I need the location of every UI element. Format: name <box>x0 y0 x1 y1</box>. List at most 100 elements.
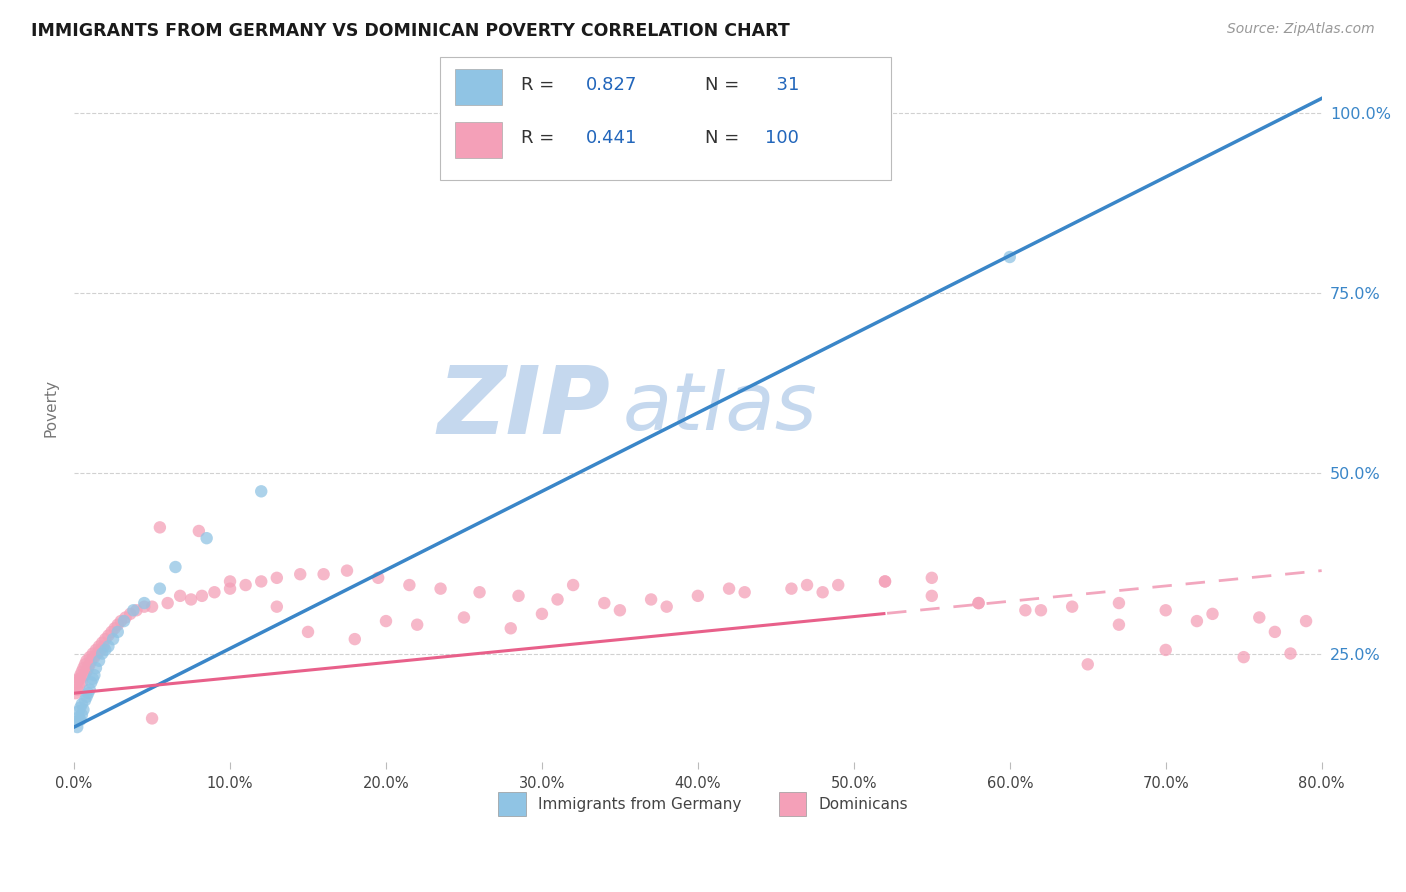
Point <box>80 675 103 690</box>
Point <box>873 574 896 589</box>
Point <box>77 686 100 700</box>
Point <box>1279 647 1302 661</box>
Point <box>1249 610 1271 624</box>
Point <box>86 647 108 661</box>
Point <box>91 636 114 650</box>
Point <box>94 643 117 657</box>
Point <box>336 564 359 578</box>
Point <box>250 574 273 589</box>
Point <box>508 589 530 603</box>
Point <box>70 707 93 722</box>
Point <box>73 693 96 707</box>
Point <box>141 711 163 725</box>
Point <box>827 578 849 592</box>
Point <box>1029 603 1052 617</box>
Point <box>219 582 242 596</box>
Point <box>66 720 89 734</box>
Point <box>83 650 105 665</box>
Point <box>70 697 93 711</box>
Point <box>468 585 491 599</box>
Point <box>91 647 114 661</box>
Point <box>110 614 132 628</box>
Point <box>77 661 100 675</box>
Point <box>73 657 96 672</box>
Point <box>83 668 105 682</box>
FancyBboxPatch shape <box>779 792 807 816</box>
Point <box>76 690 98 704</box>
Point <box>398 578 420 592</box>
Point <box>686 589 709 603</box>
Point <box>998 250 1021 264</box>
Point <box>149 520 172 534</box>
Point <box>204 585 226 599</box>
Point <box>79 657 101 672</box>
Point <box>76 665 98 679</box>
Point <box>266 571 288 585</box>
Point <box>429 582 451 596</box>
Point <box>191 589 214 603</box>
Text: R =: R = <box>520 77 560 95</box>
Point <box>921 589 943 603</box>
Point <box>107 617 129 632</box>
Point <box>1154 603 1177 617</box>
Point <box>104 621 127 635</box>
Point <box>1264 624 1286 639</box>
Point <box>1295 614 1317 628</box>
Point <box>149 582 172 596</box>
Point <box>125 603 148 617</box>
Point <box>67 679 90 693</box>
Point <box>1201 607 1223 621</box>
Point <box>718 582 741 596</box>
Point <box>69 672 91 686</box>
Point <box>499 621 522 635</box>
Text: Immigrants from Germany: Immigrants from Germany <box>538 797 741 812</box>
Point <box>195 531 218 545</box>
Point <box>97 628 120 642</box>
Text: 100: 100 <box>765 129 799 147</box>
Point <box>1077 657 1099 672</box>
Point <box>94 632 117 646</box>
Point <box>134 596 156 610</box>
Point <box>1154 643 1177 657</box>
Point <box>72 703 94 717</box>
Point <box>67 704 90 718</box>
Point <box>187 524 209 538</box>
Text: N =: N = <box>706 77 745 95</box>
Point <box>65 686 87 700</box>
Point <box>122 603 145 617</box>
Point <box>67 672 90 686</box>
Point <box>65 714 87 729</box>
Point <box>547 592 569 607</box>
Point <box>453 610 475 624</box>
Point <box>100 624 122 639</box>
Point <box>101 632 124 646</box>
Point <box>67 710 90 724</box>
Point <box>80 654 103 668</box>
Point <box>967 596 990 610</box>
Point <box>70 675 93 690</box>
Point <box>655 599 678 614</box>
Point <box>141 599 163 614</box>
Text: 31: 31 <box>765 77 800 95</box>
Point <box>134 599 156 614</box>
Point <box>406 617 429 632</box>
Point <box>266 599 288 614</box>
Point <box>82 672 104 686</box>
Point <box>250 484 273 499</box>
Point <box>82 647 104 661</box>
Point <box>219 574 242 589</box>
FancyBboxPatch shape <box>454 121 502 159</box>
Point <box>530 607 553 621</box>
FancyBboxPatch shape <box>440 57 891 180</box>
Point <box>811 585 834 599</box>
Point <box>1014 603 1036 617</box>
Text: 0.441: 0.441 <box>585 129 637 147</box>
Text: N =: N = <box>706 129 745 147</box>
FancyBboxPatch shape <box>498 792 526 816</box>
Point <box>1233 650 1256 665</box>
Text: R =: R = <box>520 129 560 147</box>
Point <box>84 643 107 657</box>
Point <box>93 640 115 654</box>
Point <box>734 585 756 599</box>
Point <box>69 668 91 682</box>
